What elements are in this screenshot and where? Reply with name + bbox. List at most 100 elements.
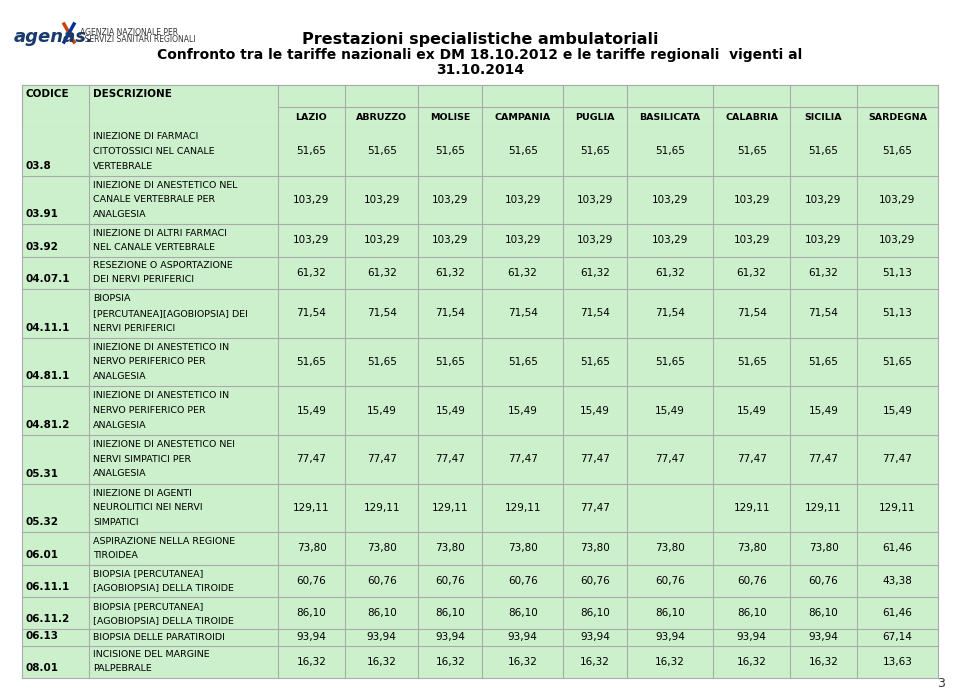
Bar bbox=[22, 224, 938, 257]
Text: 60,76: 60,76 bbox=[297, 576, 326, 586]
Text: 77,47: 77,47 bbox=[736, 454, 767, 464]
Text: 43,38: 43,38 bbox=[882, 576, 912, 586]
Text: 103,29: 103,29 bbox=[733, 195, 770, 205]
Text: 129,11: 129,11 bbox=[293, 503, 329, 513]
Text: 51,65: 51,65 bbox=[882, 146, 912, 156]
Bar bbox=[22, 532, 938, 565]
Text: 15,49: 15,49 bbox=[808, 405, 838, 416]
Text: 16,32: 16,32 bbox=[297, 657, 326, 667]
Text: CAMPANIA: CAMPANIA bbox=[494, 113, 551, 122]
Text: BASILICATA: BASILICATA bbox=[639, 113, 701, 122]
Text: 15,49: 15,49 bbox=[655, 405, 685, 416]
Text: 77,47: 77,47 bbox=[580, 454, 610, 464]
Bar bbox=[22, 337, 938, 386]
Text: BIOPSIA DELLE PARATIROIDI: BIOPSIA DELLE PARATIROIDI bbox=[93, 633, 225, 642]
Text: 51,65: 51,65 bbox=[508, 146, 538, 156]
Text: 51,13: 51,13 bbox=[882, 268, 912, 278]
Text: 93,94: 93,94 bbox=[736, 633, 767, 643]
Text: 16,32: 16,32 bbox=[808, 657, 838, 667]
Text: 60,76: 60,76 bbox=[367, 576, 396, 586]
Text: 103,29: 103,29 bbox=[879, 195, 916, 205]
Text: 93,94: 93,94 bbox=[367, 633, 396, 643]
Text: NERVI PERIFERICI: NERVI PERIFERICI bbox=[93, 323, 176, 332]
Text: 51,65: 51,65 bbox=[367, 357, 396, 367]
Text: 60,76: 60,76 bbox=[656, 576, 685, 586]
Text: 77,47: 77,47 bbox=[655, 454, 685, 464]
Bar bbox=[22, 257, 938, 289]
Text: 51,65: 51,65 bbox=[808, 357, 838, 367]
Text: I SERVIZI SANITARI REGIONALI: I SERVIZI SANITARI REGIONALI bbox=[80, 35, 196, 44]
Text: 129,11: 129,11 bbox=[879, 503, 916, 513]
Text: 51,65: 51,65 bbox=[882, 357, 912, 367]
Text: RESEZIONE O ASPORTAZIONE: RESEZIONE O ASPORTAZIONE bbox=[93, 261, 232, 270]
Text: 05.32: 05.32 bbox=[26, 517, 59, 527]
Text: 04.81.2: 04.81.2 bbox=[26, 420, 70, 430]
Text: INIEZIONE DI ANESTETICO NEI: INIEZIONE DI ANESTETICO NEI bbox=[93, 440, 235, 449]
Text: 67,14: 67,14 bbox=[882, 633, 912, 643]
Bar bbox=[22, 127, 938, 176]
Text: INIEZIONE DI FARMACI: INIEZIONE DI FARMACI bbox=[93, 132, 199, 141]
Text: 61,32: 61,32 bbox=[435, 268, 466, 278]
Text: 04.81.1: 04.81.1 bbox=[26, 371, 70, 382]
Text: 03.91: 03.91 bbox=[26, 209, 59, 219]
Bar bbox=[22, 484, 938, 532]
Text: 60,76: 60,76 bbox=[508, 576, 538, 586]
Text: INIEZIONE DI AGENTI: INIEZIONE DI AGENTI bbox=[93, 489, 192, 498]
Text: 73,80: 73,80 bbox=[508, 543, 538, 554]
Text: 03.8: 03.8 bbox=[26, 160, 52, 171]
Text: SIMPATICI: SIMPATICI bbox=[93, 518, 138, 527]
Text: 15,49: 15,49 bbox=[580, 405, 610, 416]
Text: 103,29: 103,29 bbox=[879, 235, 916, 246]
Text: NEUROLITICI NEI NERVI: NEUROLITICI NEI NERVI bbox=[93, 503, 203, 512]
Text: 93,94: 93,94 bbox=[508, 633, 538, 643]
Text: 15,49: 15,49 bbox=[435, 405, 466, 416]
Text: 04.07.1: 04.07.1 bbox=[26, 274, 70, 284]
Text: 15,49: 15,49 bbox=[882, 405, 912, 416]
Text: 103,29: 103,29 bbox=[652, 195, 688, 205]
Text: 129,11: 129,11 bbox=[805, 503, 842, 513]
Text: 73,80: 73,80 bbox=[297, 543, 326, 554]
Text: INIEZIONE DI ANESTETICO IN: INIEZIONE DI ANESTETICO IN bbox=[93, 343, 229, 352]
Text: 31.10.2014: 31.10.2014 bbox=[436, 63, 524, 77]
Text: 86,10: 86,10 bbox=[736, 608, 766, 618]
Text: 73,80: 73,80 bbox=[367, 543, 396, 554]
Text: 13,63: 13,63 bbox=[882, 657, 912, 667]
Text: 51,65: 51,65 bbox=[736, 146, 767, 156]
Text: CITOTOSSICI NEL CANALE: CITOTOSSICI NEL CANALE bbox=[93, 147, 215, 156]
Text: 60,76: 60,76 bbox=[580, 576, 610, 586]
Bar bbox=[22, 85, 938, 127]
Text: 60,76: 60,76 bbox=[736, 576, 766, 586]
Text: 51,65: 51,65 bbox=[297, 357, 326, 367]
Text: 93,94: 93,94 bbox=[580, 633, 610, 643]
Text: NERVO PERIFERICO PER: NERVO PERIFERICO PER bbox=[93, 406, 205, 415]
Text: 73,80: 73,80 bbox=[808, 543, 838, 554]
Text: 51,65: 51,65 bbox=[435, 146, 466, 156]
Text: 93,94: 93,94 bbox=[435, 633, 466, 643]
Text: 103,29: 103,29 bbox=[805, 235, 842, 246]
Text: 51,13: 51,13 bbox=[882, 309, 912, 318]
Text: 129,11: 129,11 bbox=[504, 503, 540, 513]
Text: LAZIO: LAZIO bbox=[296, 113, 327, 122]
Text: 86,10: 86,10 bbox=[656, 608, 685, 618]
Text: 51,65: 51,65 bbox=[580, 357, 610, 367]
Text: 71,54: 71,54 bbox=[435, 309, 466, 318]
Text: BIOPSIA: BIOPSIA bbox=[93, 294, 131, 303]
Text: 60,76: 60,76 bbox=[808, 576, 838, 586]
Text: 08.01: 08.01 bbox=[26, 663, 59, 673]
Text: 73,80: 73,80 bbox=[580, 543, 610, 554]
Text: 61,32: 61,32 bbox=[367, 268, 396, 278]
Text: 61,32: 61,32 bbox=[580, 268, 610, 278]
Text: 15,49: 15,49 bbox=[508, 405, 538, 416]
Text: 86,10: 86,10 bbox=[297, 608, 326, 618]
Text: [AGOBIOPSIA] DELLA TIROIDE: [AGOBIOPSIA] DELLA TIROIDE bbox=[93, 583, 234, 592]
Text: [PERCUTANEA][AGOBIOPSIA] DEI: [PERCUTANEA][AGOBIOPSIA] DEI bbox=[93, 309, 248, 318]
Text: 77,47: 77,47 bbox=[808, 454, 838, 464]
Text: 51,65: 51,65 bbox=[508, 357, 538, 367]
Text: 06.11.2: 06.11.2 bbox=[26, 615, 70, 624]
Bar bbox=[22, 289, 938, 337]
Text: 16,32: 16,32 bbox=[655, 657, 685, 667]
Text: 103,29: 103,29 bbox=[652, 235, 688, 246]
Text: 71,54: 71,54 bbox=[367, 309, 396, 318]
Text: 16,32: 16,32 bbox=[367, 657, 396, 667]
Text: 60,76: 60,76 bbox=[436, 576, 466, 586]
